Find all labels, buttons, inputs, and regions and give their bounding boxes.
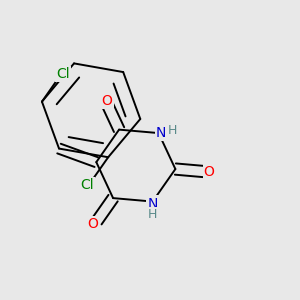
Text: O: O (88, 217, 98, 231)
Text: Cl: Cl (81, 178, 94, 192)
Text: H: H (148, 208, 157, 221)
Text: O: O (102, 94, 112, 107)
Text: Cl: Cl (56, 67, 69, 81)
Text: O: O (204, 164, 214, 178)
Text: N: N (156, 126, 166, 140)
Text: N: N (147, 196, 158, 211)
Text: H: H (168, 124, 177, 136)
